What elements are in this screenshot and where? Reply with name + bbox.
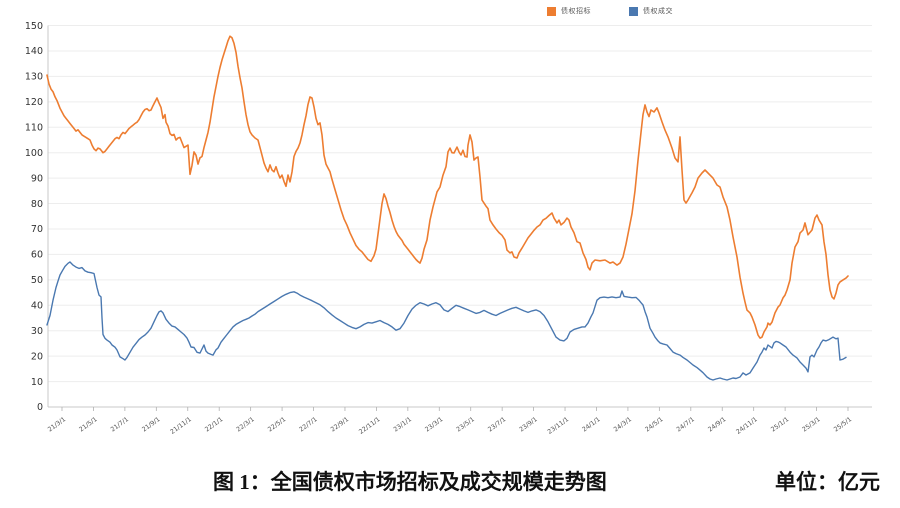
svg-text:21/11/1: 21/11/1 [169,416,193,436]
svg-text:21/5/1: 21/5/1 [78,416,99,434]
svg-text:30: 30 [31,326,43,337]
svg-text:22/11/1: 22/11/1 [358,416,382,436]
svg-text:22/9/1: 22/9/1 [330,416,351,434]
svg-text:100: 100 [25,148,43,159]
svg-text:60: 60 [31,250,43,261]
legend-item-bid: 债权招标 [547,6,591,16]
legend-swatch-bid [547,6,556,16]
svg-text:21/7/1: 21/7/1 [110,416,131,434]
svg-text:23/7/1: 23/7/1 [487,416,508,434]
svg-text:24/7/1: 24/7/1 [675,416,696,434]
y-axis-labels: 0 10 20 30 40 50 60 70 80 90 100 110 120 130 140 150 [25,21,43,413]
x-axis-labels: 21/3/1 21/5/1 21/7/1 21/9/1 21/11/1 22/1/1 22/… [47,416,854,436]
chart-legend: 债权招标 债权成交 [547,6,673,16]
svg-text:23/5/1: 23/5/1 [455,416,476,434]
figure-caption: 图 1：全国债权市场招标及成交规模走势图 [213,470,607,494]
legend-swatch-deal [629,6,638,16]
series-line-0 [46,35,849,339]
svg-text:22/5/1: 22/5/1 [267,416,288,434]
svg-text:23/1/1: 23/1/1 [392,416,413,434]
svg-text:23/9/1: 23/9/1 [518,416,539,434]
series-line-1 [46,261,847,381]
svg-text:21/9/1: 21/9/1 [141,416,162,434]
legend-item-deal: 债权成交 [629,6,673,16]
svg-text:25/5/1: 25/5/1 [833,416,854,434]
svg-text:150: 150 [25,21,43,32]
svg-text:10: 10 [31,377,43,388]
svg-text:20: 20 [31,351,43,362]
svg-text:21/3/1: 21/3/1 [47,416,68,434]
series-lines [46,35,849,381]
svg-text:70: 70 [31,224,43,235]
svg-text:90: 90 [31,173,43,184]
svg-text:40: 40 [31,300,43,311]
svg-text:0: 0 [37,402,43,413]
legend-label-deal: 债权成交 [643,8,673,15]
svg-text:50: 50 [31,275,43,286]
svg-text:22/3/1: 22/3/1 [235,416,256,434]
svg-text:110: 110 [25,122,43,133]
svg-text:25/1/1: 25/1/1 [770,416,791,434]
legend-label-bid: 债权招标 [561,8,591,15]
svg-text:25/3/1: 25/3/1 [801,416,822,434]
svg-text:120: 120 [25,97,43,108]
svg-text:130: 130 [25,72,43,83]
svg-text:23/3/1: 23/3/1 [424,416,445,434]
chart-svg: 0 10 20 30 40 50 60 70 80 90 100 110 120 130 140 150 21… [25,21,872,436]
svg-text:80: 80 [31,199,43,210]
svg-text:22/7/1: 22/7/1 [298,416,319,434]
svg-text:22/1/1: 22/1/1 [204,416,225,434]
svg-text:24/3/1: 24/3/1 [613,416,634,434]
caption-row: 图 1：全国债权市场招标及成交规模走势图 单位：亿元 [0,460,900,504]
svg-text:24/5/1: 24/5/1 [644,416,665,434]
svg-text:24/9/1: 24/9/1 [707,416,728,434]
svg-text:23/11/1: 23/11/1 [546,416,570,436]
axes [47,25,872,411]
svg-text:140: 140 [25,46,43,57]
chart-area: 0 10 20 30 40 50 60 70 80 90 100 110 120 130 140 150 21… [25,21,872,436]
unit-label: 单位：亿元 [775,470,880,494]
gridlines [48,25,872,383]
svg-text:24/1/1: 24/1/1 [581,416,602,434]
svg-text:24/11/1: 24/11/1 [735,416,759,436]
